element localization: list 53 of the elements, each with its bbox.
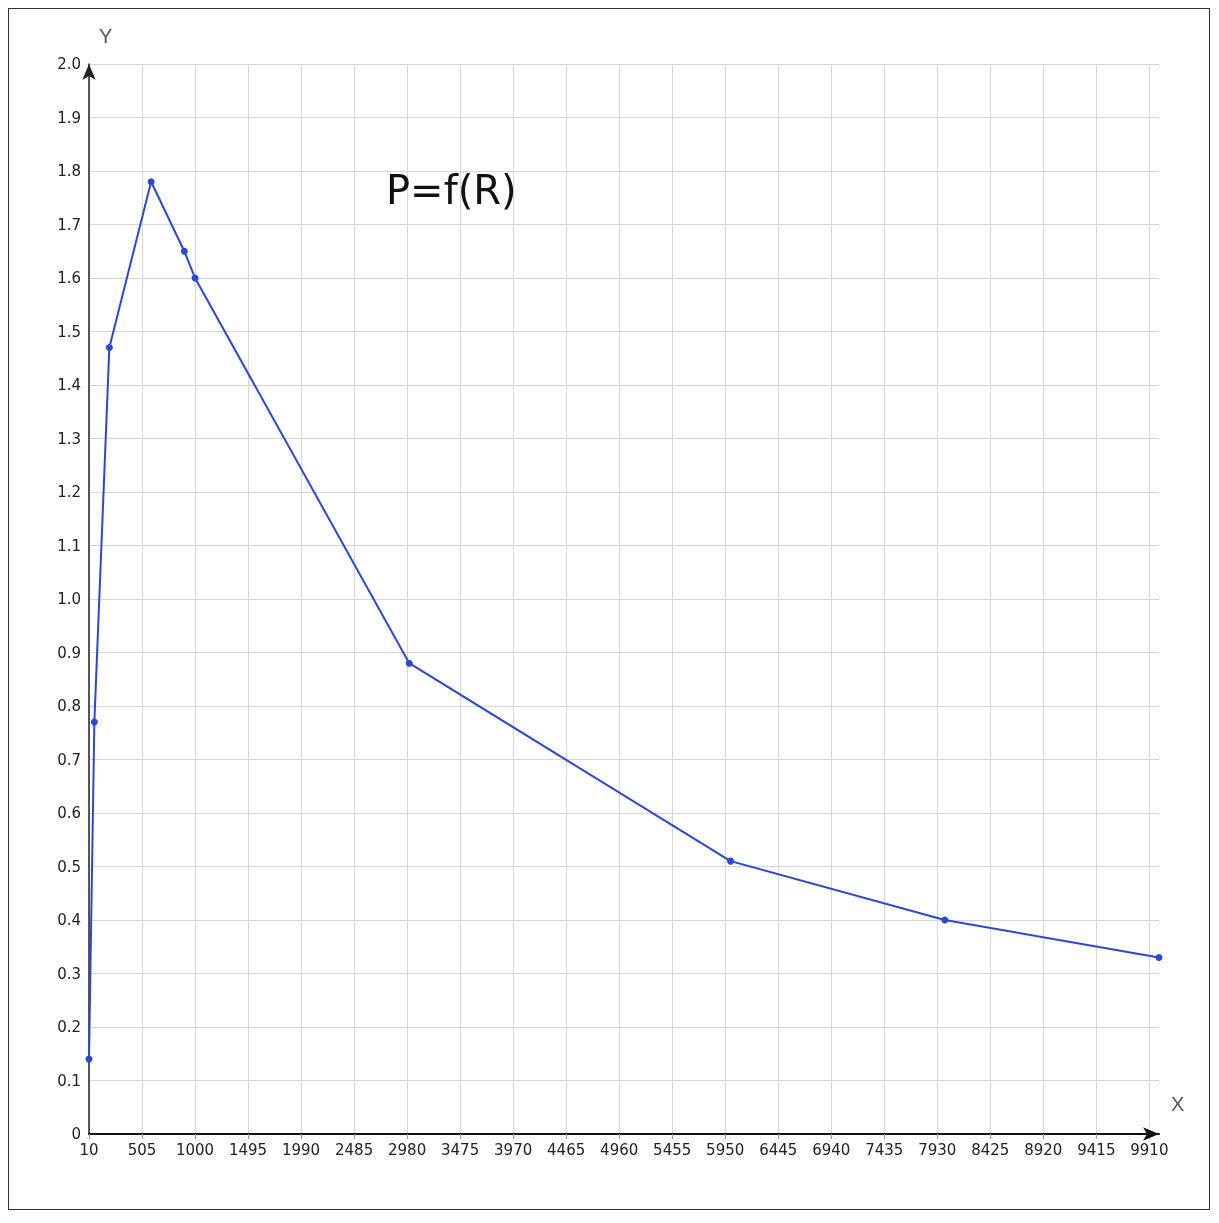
y-axis-title: Y [99, 25, 113, 47]
y-tick-label: 1.5 [57, 322, 81, 341]
point [147, 178, 155, 186]
x-tick-label: 3970 [494, 1140, 533, 1159]
y-tick-label: 0.5 [57, 857, 81, 876]
y-tick-label: 1.4 [57, 376, 81, 394]
y-tick-label: 0.7 [57, 750, 81, 769]
y-tick-label: 0.1 [57, 1071, 81, 1090]
x-tick-label: 1000 [175, 1140, 215, 1159]
y-tick-label: 0.9 [57, 643, 81, 662]
y-tick-label: 0.4 [57, 911, 81, 929]
x-tick-label: 1990 [281, 1140, 321, 1159]
y-tick-label: 1.3 [57, 429, 81, 448]
x-tick-label: 5455 [653, 1140, 692, 1159]
point [1155, 953, 1163, 961]
x-tick-label: 1495 [228, 1140, 268, 1159]
x-tick-label: 3475 [441, 1140, 480, 1159]
x-tick-label: 8425 [971, 1140, 1010, 1159]
y-tick-label: 0.8 [57, 697, 81, 715]
y-tick-label: 0 [71, 1125, 81, 1143]
x-tick-label: 6940 [812, 1140, 851, 1159]
x-tick-label: 7930 [918, 1140, 957, 1159]
y-tick-label: 1.8 [57, 162, 81, 180]
y-tick-label: 2.0 [57, 55, 81, 73]
y-tick-label: 1.9 [57, 108, 81, 127]
x-tick-label: 9910 [1130, 1140, 1169, 1159]
y-tick-label: 1.1 [57, 536, 81, 555]
y-tick-label: 1.0 [57, 590, 81, 608]
y-tick-label: 0.6 [57, 804, 81, 822]
point [727, 857, 735, 865]
x-tick-label: 10 [79, 1140, 99, 1159]
x-tick-label: 7435 [865, 1140, 904, 1159]
y-tick-label: 1.6 [57, 269, 81, 287]
y-tick-label: 0.2 [57, 1018, 81, 1036]
point [180, 247, 188, 255]
x-tick-label: 5950 [706, 1140, 745, 1159]
point [941, 916, 949, 924]
x-tick-label: 505 [127, 1140, 157, 1159]
x-axis-title: X [1171, 1093, 1185, 1115]
x-tick-label: 6445 [759, 1140, 798, 1159]
x-tick-label: 2980 [388, 1140, 427, 1159]
y-tick-label: 1.2 [57, 483, 81, 501]
y-tick-label: 1.7 [57, 215, 81, 234]
point [105, 344, 113, 352]
x-tick-label: 4960 [600, 1140, 639, 1159]
x-tick-label: 2485 [335, 1140, 374, 1159]
point [405, 659, 413, 667]
text: P=f(R) [386, 167, 517, 213]
x-tick-label: 8920 [1024, 1140, 1063, 1159]
x-tick-label: 9415 [1077, 1140, 1116, 1159]
y-tick-label: 0.3 [57, 964, 81, 983]
point [90, 718, 98, 726]
x-tick-label: 4465 [547, 1140, 586, 1159]
